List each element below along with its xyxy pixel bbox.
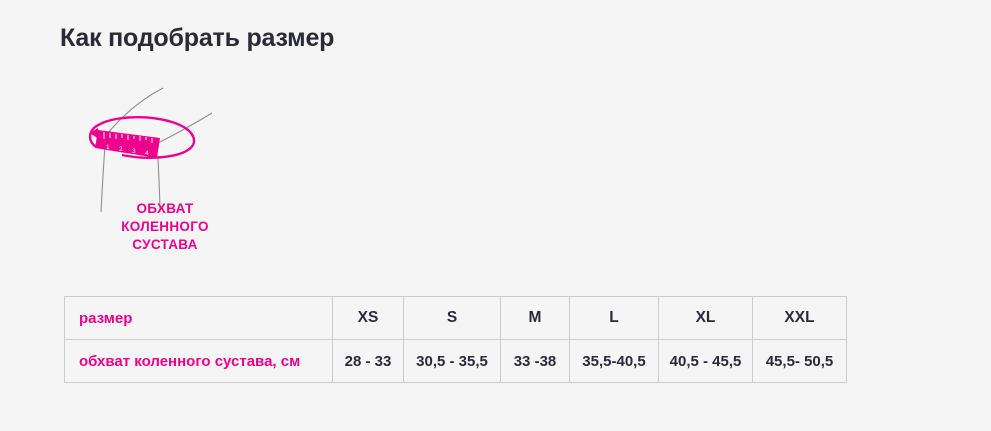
- value-cell-s: 30,5 - 35,5: [403, 339, 501, 383]
- knee-measurement-illustration: 1 2 3 4 ОБХВАТ КОЛЕННОГО СУСТАВА: [60, 82, 300, 272]
- header-size-s: S: [403, 296, 501, 340]
- size-chart-table: размер XS S M L XL XXL обхват коленного …: [64, 296, 847, 383]
- tape-number: 2: [119, 146, 123, 153]
- table-row: обхват коленного сустава, см 28 - 33 30,…: [64, 339, 847, 383]
- header-size-xl: XL: [658, 296, 753, 340]
- tape-loop-front: [88, 127, 189, 159]
- value-cell-m: 33 -38: [500, 339, 570, 383]
- tape-number: 4: [145, 150, 149, 157]
- leg-outline-strokes: [100, 87, 213, 212]
- table-header-row: размер XS S M L XL XXL: [64, 296, 847, 340]
- tape-number: 3: [132, 148, 136, 155]
- caption-line: КОЛЕННОГО: [121, 219, 209, 234]
- header-label-cell: размер: [64, 296, 333, 340]
- value-cell-xl: 40,5 - 45,5: [658, 339, 753, 383]
- header-size-xs: XS: [332, 296, 404, 340]
- tape-arrow-icon: [90, 128, 100, 140]
- header-size-xxl: XXL: [752, 296, 847, 340]
- tape-number: 1: [106, 144, 110, 151]
- caption-line: ОБХВАТ: [136, 201, 194, 216]
- page-title: Как подобрать размер: [60, 24, 335, 52]
- measurement-caption: ОБХВАТ КОЛЕННОГО СУСТАВА: [60, 200, 270, 254]
- value-cell-xxl: 45,5- 50,5: [752, 339, 847, 383]
- row-label-cell: обхват коленного сустава, см: [64, 339, 333, 383]
- leg-outline-figure: 1 2 3 4: [88, 87, 213, 212]
- tape-loop-back: [93, 116, 196, 151]
- caption-line: СУСТАВА: [132, 237, 198, 252]
- value-cell-xs: 28 - 33: [332, 339, 404, 383]
- header-size-m: M: [500, 296, 570, 340]
- header-size-l: L: [569, 296, 659, 340]
- tape-band: 1 2 3 4: [95, 130, 160, 158]
- value-cell-l: 35,5-40,5: [569, 339, 659, 383]
